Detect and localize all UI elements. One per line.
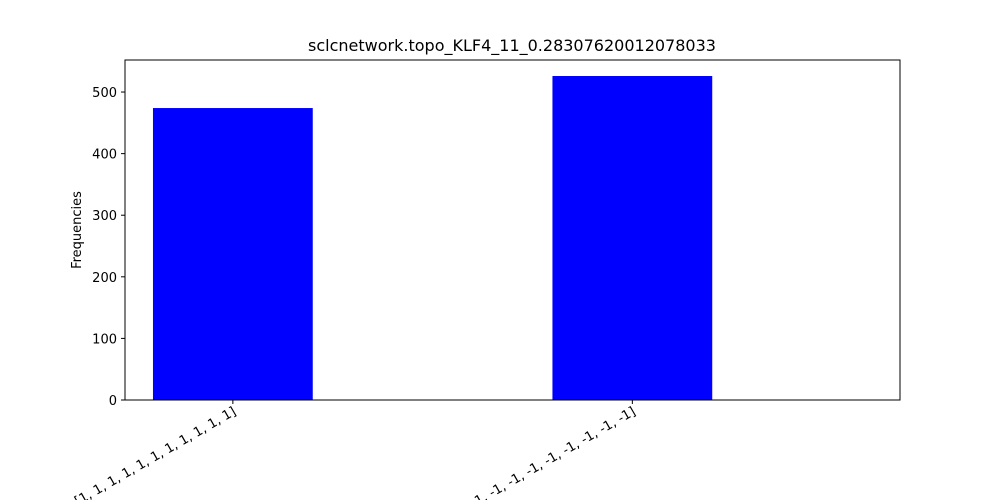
- plot-frame: [124, 59, 901, 401]
- bar: [552, 76, 713, 400]
- y-tick-label: 500: [92, 86, 117, 101]
- chart-title: sclcnetwork.topo_KLF4_11_0.2830762001207…: [308, 36, 716, 56]
- y-tick-label: 300: [92, 209, 117, 224]
- y-tick-label: 0: [109, 394, 117, 409]
- bar: [152, 108, 313, 400]
- y-tick-label: 200: [92, 271, 117, 286]
- y-tick-label: 400: [92, 148, 117, 163]
- y-axis-label: Frequencies: [70, 191, 85, 269]
- y-tick-label: 100: [92, 332, 117, 347]
- x-tick-label: [1, 1, 1, 1, 1, 1, 1, 1, 1, 1, 1]: [72, 404, 239, 500]
- x-tick-label: [-1, -1, -1, -1, -1, -1, -1, -1, -1, -1,…: [427, 404, 638, 500]
